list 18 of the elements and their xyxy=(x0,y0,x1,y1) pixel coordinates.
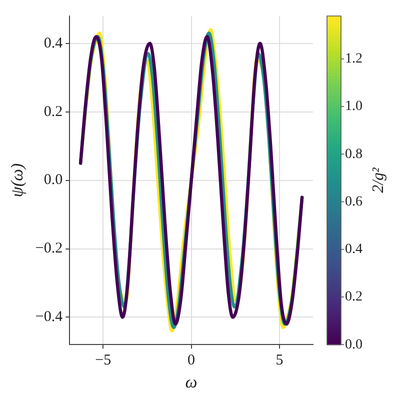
y-tick-label: −0.2 xyxy=(35,240,63,257)
color-bar-label: 1.0 xyxy=(345,99,362,114)
color-bar-label: 0.6 xyxy=(345,194,362,210)
x-tick-label: 0 xyxy=(188,352,196,369)
color-bar-label: 1.2 xyxy=(345,52,362,67)
color-bar-label: 0.0 xyxy=(345,337,362,352)
y-tick-label: −0.4 xyxy=(35,309,64,326)
y-tick-label: 0.2 xyxy=(44,104,63,120)
y-axis-title: ψ(ω) xyxy=(8,163,27,198)
x-tick-label: 5 xyxy=(276,352,284,369)
x-axis-title: ω xyxy=(185,372,198,392)
color-bar-label: 0.8 xyxy=(345,146,362,162)
color-bar-label: 0.4 xyxy=(345,242,362,258)
x-tick-label: −5 xyxy=(95,352,112,369)
y-tick-label: 0.0 xyxy=(44,172,63,188)
color-bar-title: 2/g² xyxy=(370,166,388,193)
y-tick-label: 0.4 xyxy=(44,35,64,52)
color-bar-label: 0.2 xyxy=(345,290,362,305)
